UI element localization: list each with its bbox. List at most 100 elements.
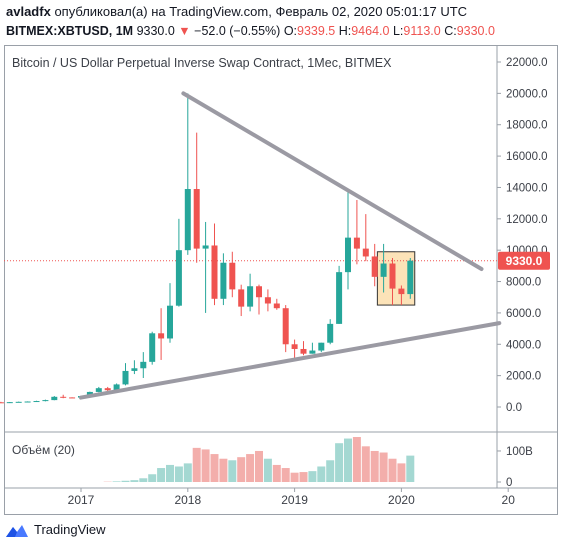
chart-frame: [4, 45, 558, 515]
low-label: L:: [392, 24, 404, 38]
volume-bar: [192, 447, 201, 482]
candle-body: [24, 401, 31, 403]
candle-body: [282, 308, 289, 345]
volume-bar: [219, 458, 228, 482]
candle-body: [51, 396, 58, 401]
x-tick-label: 2020: [388, 493, 415, 507]
candle-body: [193, 189, 200, 249]
publish-info: avladfx опубликовал(а) на TradingView.co…: [6, 4, 467, 19]
volume-bar: [290, 472, 299, 482]
candle-body: [327, 323, 334, 343]
last-price-tag-label: 9330.0: [506, 254, 543, 268]
volume-bar: [130, 480, 139, 482]
candle-body: [247, 286, 254, 307]
volume-title: Объём (20): [12, 443, 75, 457]
candle-body: [318, 342, 325, 351]
volume-bar: [237, 457, 246, 482]
candle-body: [104, 388, 111, 391]
candle-body: [300, 348, 307, 354]
volume-bar: [255, 450, 263, 482]
volume-bar: [174, 466, 183, 482]
y-tick-label: 6000.0: [506, 308, 541, 320]
volume-bar: [388, 458, 397, 482]
volume-bar: [317, 466, 326, 482]
last-price-tag: [498, 251, 550, 270]
candle-body: [175, 250, 182, 306]
symbol-info: BITMEX:XBTUSD, 1M 9330.0 ▼ −52.0 (−0.55%…: [6, 24, 495, 38]
symbol-label: BITMEX:XBTUSD, 1M: [6, 24, 134, 38]
author-name[interactable]: avladfx: [6, 4, 51, 19]
y-tick-label: 20000.0: [506, 88, 548, 100]
last-price: 9330.0: [136, 24, 175, 38]
publish-text: опубликовал(а) на TradingView.com, Февра…: [54, 4, 468, 19]
low-value: 9113.0: [403, 24, 441, 38]
y-tick-label: 16000.0: [506, 151, 548, 163]
y-tick-label: 12000.0: [506, 214, 548, 226]
tradingview-logo-icon: [6, 524, 28, 537]
candle-body: [122, 370, 129, 385]
volume-bar: [352, 437, 361, 482]
volume-bar: [148, 474, 157, 482]
candle-body: [42, 400, 49, 402]
y-tick-label: 0.0: [506, 402, 522, 414]
high-value: 9464.0: [351, 24, 390, 38]
y-tick-label: 2000.0: [506, 371, 541, 383]
volume-bar: [406, 455, 415, 482]
resistance-trendline: [181, 91, 484, 271]
candle-body: [6, 402, 13, 404]
candle-body: [202, 245, 209, 249]
candle-body: [345, 237, 351, 273]
y-tick-label: 8000.0: [506, 277, 541, 289]
volume-bar: [183, 463, 192, 482]
candle-body: [362, 248, 369, 257]
volume-bar: [379, 452, 388, 482]
candle-body: [131, 368, 138, 371]
volume-bar: [299, 472, 308, 482]
candle-body: [149, 333, 156, 362]
x-tick-label: 2017: [68, 493, 95, 507]
candle-body: [256, 286, 262, 298]
volume-bar: [157, 468, 166, 482]
candle-body: [407, 260, 414, 295]
candle-body: [184, 189, 191, 251]
x-tick-label: 2019: [281, 493, 308, 507]
candle-body: [336, 272, 343, 324]
candle-body: [371, 256, 378, 277]
volume-bar: [263, 458, 272, 482]
volume-bar: [228, 460, 237, 482]
high-label: H:: [338, 24, 352, 38]
candle-body: [309, 350, 316, 354]
volume-bar: [166, 464, 174, 482]
footer: TradingView: [6, 522, 106, 537]
price-change: −52.0 (−0.55%): [194, 24, 281, 38]
candle-body: [273, 303, 280, 309]
candle-body: [238, 289, 245, 307]
y-tick-label: 18000.0: [506, 120, 548, 132]
candle-body: [211, 245, 218, 299]
candle-body: [140, 361, 147, 369]
candle-body: [95, 388, 102, 392]
volume-tick-label: 0: [506, 477, 512, 489]
brand-name[interactable]: TradingView: [34, 522, 106, 537]
y-tick-label: 14000.0: [506, 182, 548, 194]
volume-bar: [201, 449, 210, 482]
candle-body: [113, 384, 120, 391]
volume-bar: [121, 480, 130, 482]
volume-bar: [397, 463, 406, 482]
change-down-icon: ▼: [178, 24, 191, 38]
candle-body: [220, 262, 227, 299]
candle-body: [264, 297, 271, 304]
volume-bar: [335, 443, 344, 482]
x-tick-label: 2018: [174, 493, 201, 507]
candle-body: [158, 333, 165, 339]
volume-bar: [210, 454, 219, 482]
volume-bar: [112, 481, 121, 482]
candle-body: [353, 237, 360, 249]
open-label: O:: [283, 24, 298, 38]
y-tick-label: 22000.0: [506, 57, 548, 69]
candle-body: [60, 396, 67, 398]
candle-body: [0, 402, 4, 404]
volume-tick-label: 100B: [506, 446, 533, 458]
volume-bar: [281, 468, 290, 482]
